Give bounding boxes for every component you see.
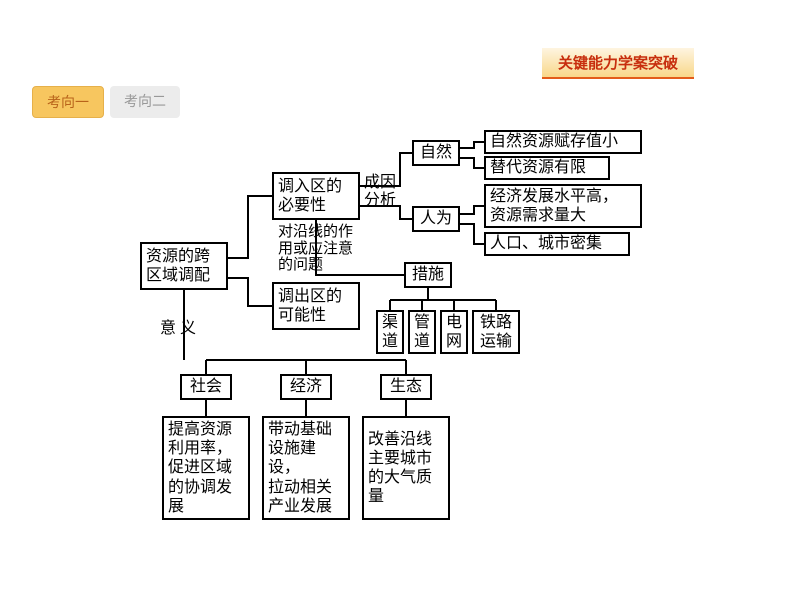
node-import: 调入区的必要性 [272,172,360,220]
node-social: 社会 [180,374,232,400]
node-eco-detail: 改善沿线主要城市的大气质量 [362,416,450,520]
node-root: 资源的跨区域调配 [140,242,228,290]
node-hum2: 人口、城市密集 [484,232,630,256]
node-nat2: 替代资源有限 [484,156,610,180]
node-m3: 电网 [440,310,468,354]
tab-direction-1[interactable]: 考向一 [32,86,104,118]
label-meaning: 意 义 [160,320,196,338]
concept-diagram: 资源的跨区域调配 调入区的必要性 调出区的可能性 自然 人为 自然资源赋存值小 … [120,130,760,550]
node-hum1: 经济发展水平高，资源需求量大 [484,184,642,228]
node-human: 人为 [412,206,460,232]
node-m1: 渠道 [376,310,404,354]
label-route: 对沿线的作用或应注意的问题 [278,224,353,274]
node-m2: 管道 [408,310,436,354]
node-m4: 铁路运输 [472,310,520,354]
node-natural: 自然 [412,140,460,166]
node-eco: 生态 [380,374,432,400]
tabs: 考向一 考向二 [32,86,180,118]
node-measure: 措施 [404,262,452,288]
node-nat1: 自然资源赋存值小 [484,130,642,154]
header-banner: 关键能力学案突破 [542,48,694,79]
label-cause: 成因分析 [364,174,396,209]
node-econ: 经济 [280,374,332,400]
node-export: 调出区的可能性 [272,282,360,330]
tab-direction-2[interactable]: 考向二 [110,86,180,118]
node-econ-detail: 带动基础设施建设，拉动相关产业发展 [262,416,350,520]
node-social-detail: 提高资源利用率，促进区域的协调发展 [162,416,250,520]
